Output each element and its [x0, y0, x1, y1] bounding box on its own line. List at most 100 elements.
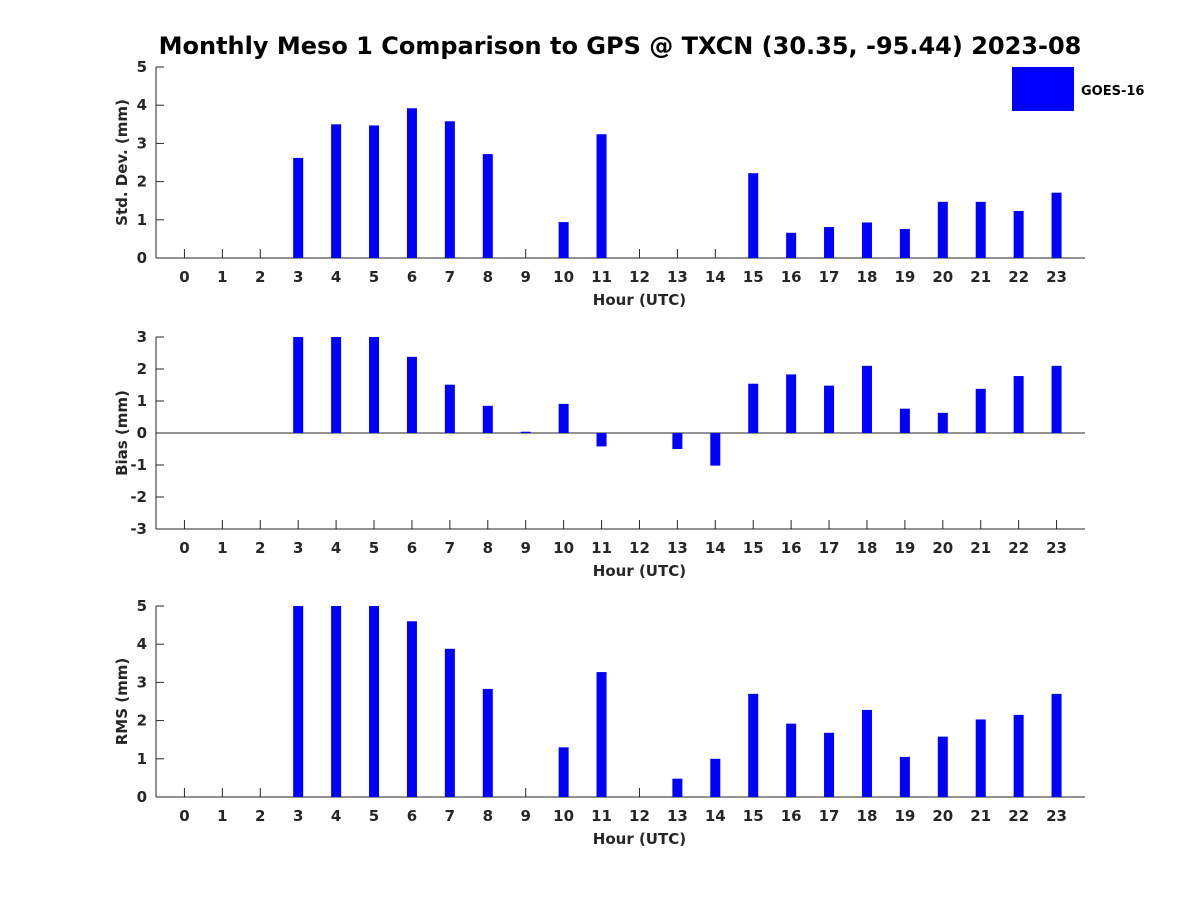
x-tick-label: 9	[520, 807, 530, 825]
bar-hour-8	[482, 154, 493, 258]
x-tick-label: 7	[445, 539, 455, 557]
y-axis-label: Std. Dev. (mm)	[113, 99, 131, 226]
x-tick-label: 9	[520, 268, 530, 286]
y-tick-label: 3	[137, 673, 147, 691]
bar-hour-10	[558, 403, 569, 433]
bar-hour-22	[1013, 376, 1024, 433]
x-tick-label: 6	[407, 268, 417, 286]
x-tick-label: 23	[1046, 807, 1067, 825]
bar-hour-4	[331, 124, 342, 258]
x-tick-label: 11	[591, 807, 612, 825]
y-tick-label: -3	[130, 520, 147, 538]
y-tick-label: -2	[130, 488, 147, 506]
x-tick-label: 20	[932, 807, 953, 825]
x-tick-label: 15	[743, 807, 764, 825]
bar-hour-7	[444, 648, 455, 797]
x-tick-label: 9	[520, 539, 530, 557]
bar-hour-6	[406, 356, 417, 433]
bar-hour-13	[672, 433, 683, 449]
x-tick-label: 6	[407, 807, 417, 825]
y-tick-label: 4	[137, 96, 147, 114]
x-tick-label: 17	[819, 268, 840, 286]
bar-hour-20	[937, 412, 948, 433]
x-tick-label: 16	[781, 539, 802, 557]
x-tick-label: 15	[743, 539, 764, 557]
y-axis-label: RMS (mm)	[113, 658, 131, 745]
x-tick-label: 18	[857, 539, 878, 557]
bar-hour-23	[1051, 693, 1062, 797]
y-tick-label: 5	[137, 58, 147, 76]
y-tick-label: 4	[137, 635, 147, 653]
y-tick-label: 3	[137, 328, 147, 346]
bar-hour-18	[861, 709, 872, 797]
x-tick-label: 12	[629, 268, 650, 286]
x-tick-label: 17	[819, 539, 840, 557]
x-tick-label: 21	[970, 539, 991, 557]
y-tick-label: 0	[137, 788, 147, 806]
x-tick-label: 22	[1008, 268, 1029, 286]
bar-hour-9	[520, 431, 531, 433]
x-tick-label: 10	[553, 268, 574, 286]
x-tick-label: 13	[667, 268, 688, 286]
x-tick-label: 14	[705, 268, 726, 286]
x-tick-label: 23	[1046, 539, 1067, 557]
x-tick-label: 3	[293, 268, 303, 286]
x-tick-label: 4	[331, 268, 341, 286]
x-tick-label: 19	[894, 268, 915, 286]
x-tick-label: 20	[932, 539, 953, 557]
bar-hour-17	[824, 385, 835, 433]
legend: GOES-16	[1012, 67, 1144, 111]
x-tick-label: 15	[743, 268, 764, 286]
x-tick-label: 13	[667, 539, 688, 557]
x-tick-label: 3	[293, 539, 303, 557]
x-tick-label: 18	[857, 268, 878, 286]
bar-hour-22	[1013, 211, 1024, 258]
x-tick-label: 11	[591, 268, 612, 286]
x-tick-label: 0	[179, 539, 189, 557]
x-axis-label: Hour (UTC)	[593, 291, 686, 309]
bar-hour-5	[369, 606, 380, 797]
bar-hour-4	[331, 606, 342, 797]
x-tick-label: 8	[483, 268, 493, 286]
y-tick-label: 5	[137, 597, 147, 615]
bar-hour-16	[786, 232, 797, 258]
y-tick-label: 0	[137, 424, 147, 442]
y-tick-label: 0	[137, 249, 147, 267]
x-tick-label: 22	[1008, 539, 1029, 557]
x-tick-label: 11	[591, 539, 612, 557]
bar-hour-15	[748, 383, 759, 433]
bar-hour-14	[710, 758, 721, 797]
x-tick-label: 6	[407, 539, 417, 557]
x-tick-label: 16	[781, 807, 802, 825]
bar-hour-5	[369, 125, 380, 258]
bar-hour-18	[861, 365, 872, 433]
x-tick-label: 22	[1008, 807, 1029, 825]
bar-hour-21	[975, 201, 986, 258]
x-tick-label: 8	[483, 539, 493, 557]
x-axis-label: Hour (UTC)	[593, 562, 686, 580]
x-tick-label: 18	[857, 807, 878, 825]
chart-title: Monthly Meso 1 Comparison to GPS @ TXCN …	[159, 32, 1082, 60]
bar-hour-21	[975, 388, 986, 433]
x-tick-label: 19	[894, 539, 915, 557]
bar-hour-23	[1051, 365, 1062, 433]
y-tick-label: 1	[137, 211, 147, 229]
x-tick-label: 1	[217, 268, 227, 286]
bar-hour-16	[786, 374, 797, 433]
y-tick-label: 2	[137, 712, 147, 730]
x-tick-label: 12	[629, 807, 650, 825]
bar-hour-22	[1013, 714, 1024, 797]
bar-hour-10	[558, 222, 569, 258]
bar-hour-17	[824, 732, 835, 797]
bar-hour-11	[596, 433, 607, 447]
bar-hour-14	[710, 433, 721, 466]
y-tick-label: 1	[137, 750, 147, 768]
x-tick-label: 16	[781, 268, 802, 286]
x-tick-label: 23	[1046, 268, 1067, 286]
legend-swatch	[1012, 67, 1074, 111]
bar-hour-8	[482, 405, 493, 433]
